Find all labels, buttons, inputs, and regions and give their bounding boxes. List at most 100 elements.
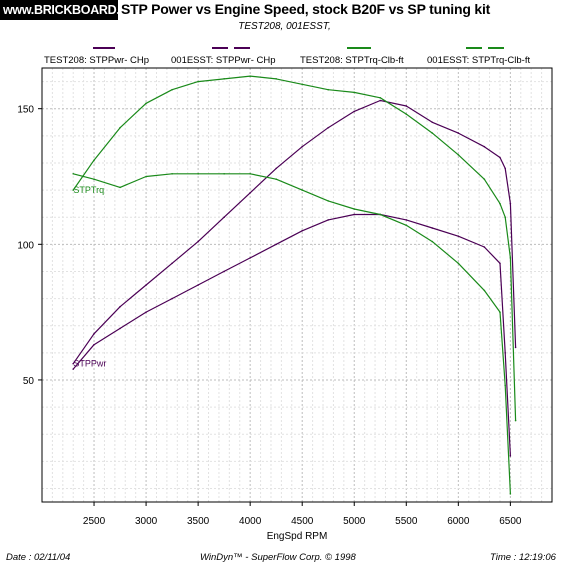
x-tick-label: 5000: [343, 516, 366, 527]
series-point-3: [353, 91, 356, 94]
series-point-2: [504, 352, 506, 354]
series-point-2: [499, 262, 501, 265]
series-point-2: [93, 343, 95, 346]
series-point-1: [275, 167, 277, 170]
series-point-2: [327, 219, 330, 221]
series-layer: [72, 75, 517, 495]
series-point-1: [353, 110, 356, 113]
series-point-1: [249, 191, 251, 194]
series-point-4: [197, 172, 199, 175]
series-point-1: [504, 167, 506, 170]
series-point-2: [275, 243, 277, 246]
series-point-1: [119, 305, 121, 308]
series-point-2: [353, 213, 356, 216]
x-axis-label: EngSpd RPM: [267, 531, 328, 542]
series-point-3: [275, 78, 277, 80]
series-point-3: [405, 113, 408, 115]
series-point-1: [145, 284, 147, 286]
series-point-1: [93, 333, 95, 335]
series-point-1: [509, 202, 512, 205]
series-point-4: [499, 311, 501, 313]
series-point-3: [483, 178, 486, 181]
series-line-2: [72, 213, 511, 456]
series-point-4: [504, 384, 506, 387]
series-point-4: [119, 186, 121, 189]
series-point-4: [327, 200, 330, 202]
series-point-3: [249, 75, 251, 77]
legend-label-test208-power: TEST208: STPPwr- CHp: [44, 55, 150, 66]
series-point-2: [171, 297, 173, 300]
footer-time: Time : 12:19:06: [490, 552, 556, 563]
series-point-2: [145, 311, 147, 313]
series-point-4: [431, 240, 434, 243]
legend-swatch-001esst-torque-a: [466, 47, 482, 49]
annotation-layer: STPTrq STPPwr: [73, 185, 106, 369]
legend-swatch-001esst-power-b: [234, 47, 250, 49]
series-point-1: [483, 145, 486, 148]
series-point-3: [379, 97, 382, 99]
series-point-3: [457, 154, 460, 156]
series-point-4: [301, 189, 304, 191]
legend-swatch-001esst-torque-b: [488, 47, 504, 49]
x-tick-label: 4500: [291, 516, 314, 527]
series-point-4: [223, 172, 225, 175]
series-point-2: [223, 270, 225, 273]
series-point-1: [301, 145, 304, 148]
series-line-1: [72, 99, 517, 365]
series-point-4: [379, 213, 382, 216]
series-point-3: [509, 257, 512, 259]
series-point-4: [275, 178, 277, 181]
series-point-1: [499, 156, 501, 159]
annotation-torque-label: STPTrq: [73, 185, 104, 195]
series-point-2: [483, 246, 486, 248]
series-point-4: [405, 224, 408, 227]
y-tick-label: 150: [17, 105, 34, 116]
series-point-4: [457, 262, 460, 265]
chart-subtitle: TEST208, 001ESST,: [238, 21, 331, 32]
series-point-3: [171, 88, 173, 91]
legend-swatch-test208-power: [93, 47, 115, 49]
legend-label-test208-torque: TEST208: STPTrq-Clb-ft: [300, 55, 404, 66]
series-point-4: [93, 178, 95, 181]
y-tick-label: 50: [23, 376, 35, 387]
legend-label-001esst-power: 001ESST: STPPwr- CHp: [171, 55, 276, 66]
legend-swatch-test208-torque: [347, 47, 371, 49]
x-tick-label: 2500: [83, 516, 106, 527]
series-point-2: [301, 229, 304, 232]
annotation-power-label: STPPwr: [73, 359, 106, 369]
chart-title: STP Power vs Engine Speed, stock B20F vs…: [121, 1, 491, 17]
series-point-1: [72, 362, 75, 365]
series-point-2: [405, 219, 408, 221]
series-point-2: [249, 257, 251, 259]
series-point-3: [504, 216, 506, 218]
chart-ticks: 2500 3000 3500 4000 4500 5000 5500 6000 6500 50 10…: [17, 105, 522, 527]
x-tick-label: 5500: [395, 516, 418, 527]
series-point-4: [509, 493, 512, 495]
x-tick-label: 6500: [499, 516, 522, 527]
series-point-4: [353, 208, 356, 210]
series-line-3: [72, 75, 517, 421]
x-tick-label: 3000: [135, 516, 158, 527]
series-point-1: [327, 126, 330, 129]
series-point-1: [431, 121, 434, 124]
series-point-1: [223, 216, 225, 218]
series-point-1: [379, 99, 382, 102]
series-point-2: [197, 284, 199, 286]
x-tick-label: 4000: [239, 516, 262, 527]
footer-software: WinDyn™ - SuperFlow Corp. © 1998: [200, 552, 356, 563]
series-point-3: [499, 202, 501, 205]
series-point-4: [171, 172, 173, 175]
series-point-1: [171, 262, 173, 265]
x-tick-label: 6000: [447, 516, 470, 527]
series-point-3: [327, 88, 330, 91]
chart-gridlines: [42, 68, 552, 502]
series-point-1: [405, 105, 408, 107]
x-tick-label: 3500: [187, 516, 210, 527]
brickboard-logo: www.BRICKBOARD.com: [0, 0, 118, 20]
series-point-1: [514, 346, 517, 349]
series-point-3: [119, 126, 121, 129]
series-point-2: [119, 327, 121, 330]
series-point-1: [197, 240, 199, 243]
series-point-3: [93, 159, 95, 162]
